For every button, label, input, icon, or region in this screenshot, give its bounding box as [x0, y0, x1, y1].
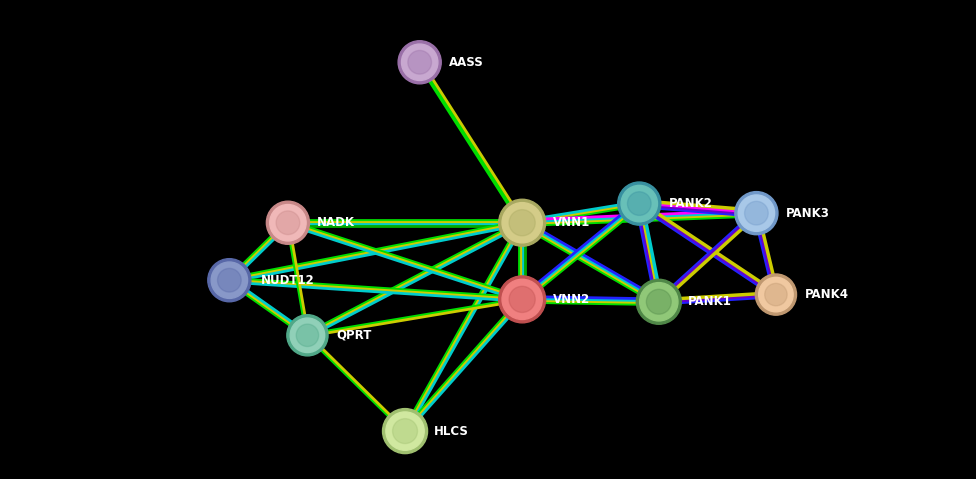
Ellipse shape — [738, 195, 775, 231]
Ellipse shape — [618, 182, 661, 225]
Ellipse shape — [755, 274, 796, 315]
Ellipse shape — [398, 41, 441, 84]
Text: VNN2: VNN2 — [553, 293, 590, 306]
Ellipse shape — [509, 210, 535, 236]
Ellipse shape — [211, 262, 248, 298]
Ellipse shape — [499, 276, 546, 323]
Ellipse shape — [646, 289, 671, 314]
Ellipse shape — [276, 211, 300, 235]
Ellipse shape — [266, 201, 309, 244]
Ellipse shape — [269, 205, 306, 241]
Ellipse shape — [401, 44, 438, 80]
Ellipse shape — [408, 50, 431, 74]
Text: NADK: NADK — [317, 216, 355, 229]
Text: PANK3: PANK3 — [786, 206, 830, 220]
Ellipse shape — [628, 192, 651, 216]
Ellipse shape — [621, 185, 658, 222]
Ellipse shape — [502, 279, 543, 319]
Text: HLCS: HLCS — [434, 424, 469, 438]
Ellipse shape — [509, 286, 535, 312]
Ellipse shape — [639, 283, 678, 321]
Ellipse shape — [208, 259, 251, 302]
Ellipse shape — [218, 268, 241, 292]
Ellipse shape — [499, 199, 546, 246]
Ellipse shape — [287, 315, 328, 356]
Ellipse shape — [502, 203, 543, 243]
Text: PANK2: PANK2 — [669, 197, 712, 210]
Ellipse shape — [297, 324, 318, 346]
Text: NUDT12: NUDT12 — [261, 274, 314, 287]
Ellipse shape — [392, 419, 418, 444]
Text: PANK1: PANK1 — [688, 295, 732, 308]
Ellipse shape — [383, 409, 427, 454]
Ellipse shape — [290, 318, 325, 353]
Ellipse shape — [745, 201, 768, 225]
Text: VNN1: VNN1 — [553, 216, 590, 229]
Ellipse shape — [636, 279, 681, 324]
Text: PANK4: PANK4 — [805, 288, 849, 301]
Ellipse shape — [386, 412, 425, 450]
Ellipse shape — [765, 284, 787, 306]
Ellipse shape — [735, 192, 778, 235]
Ellipse shape — [758, 277, 793, 312]
Text: AASS: AASS — [449, 56, 484, 69]
Text: QPRT: QPRT — [337, 329, 372, 342]
